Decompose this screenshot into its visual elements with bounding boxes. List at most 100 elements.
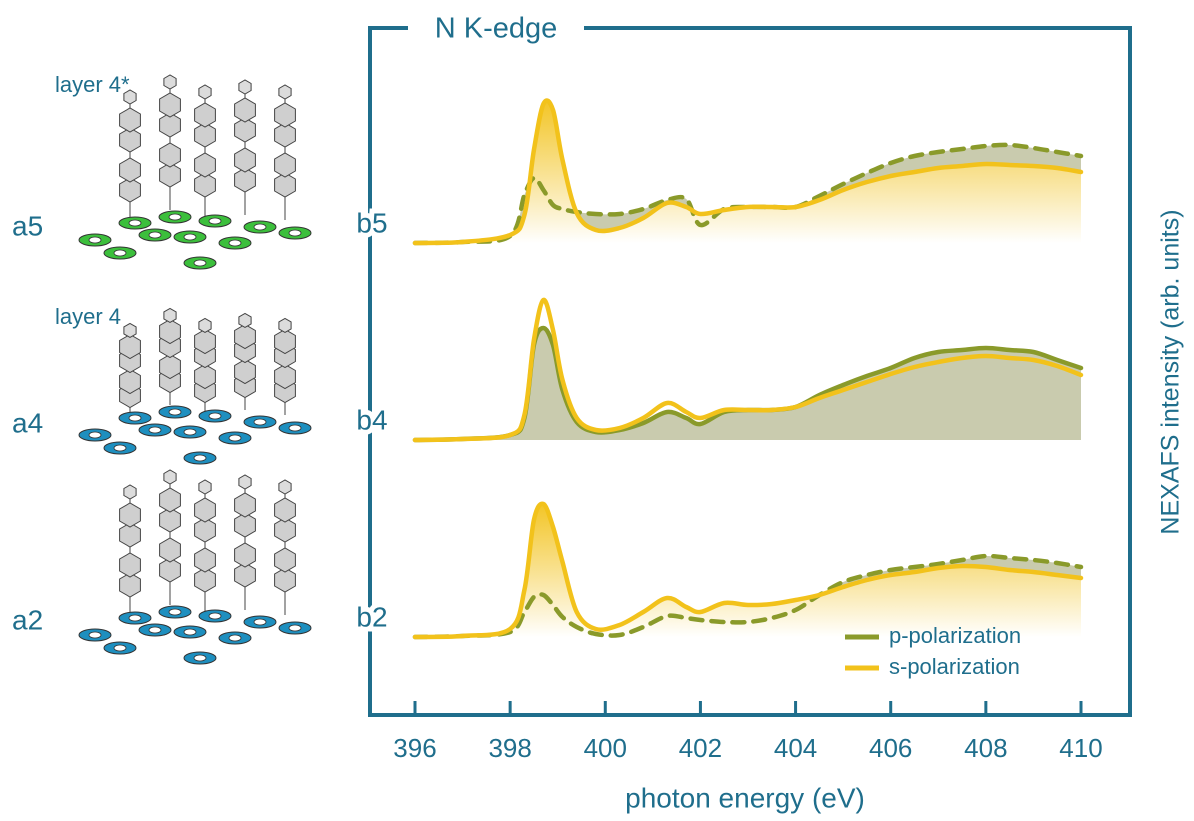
illustration-ring xyxy=(159,507,181,533)
illustration-ring xyxy=(234,97,256,123)
illustration-molecule xyxy=(183,428,197,436)
illustration-molecule xyxy=(228,239,242,247)
illustration-molecule xyxy=(183,628,197,636)
illustration-ring xyxy=(194,122,216,148)
area xyxy=(415,100,1081,243)
illustration-molecule xyxy=(113,644,127,652)
illustration-ring xyxy=(194,517,216,543)
illustration-ring xyxy=(163,74,177,90)
illustration-ring xyxy=(238,79,252,95)
illustration-ring xyxy=(234,512,256,538)
illustration-molecule xyxy=(288,624,302,632)
illustration-molecule xyxy=(193,654,207,662)
y-axis-label: NEXAFS intensity (arb. units) xyxy=(1157,209,1185,534)
illustration-ring xyxy=(234,167,256,193)
illustration-molecule xyxy=(113,444,127,452)
illustration-ring xyxy=(278,317,292,333)
chart-title: N K-edge xyxy=(435,13,558,45)
illustration-ring xyxy=(119,157,141,183)
illustration-molecule xyxy=(128,414,142,422)
illustration-molecule xyxy=(148,231,162,239)
illustration-molecule xyxy=(88,631,102,639)
panel-label: a2 xyxy=(12,604,43,635)
illustration-ring xyxy=(119,522,141,548)
illustration-molecule xyxy=(168,213,182,221)
illustration-ring xyxy=(198,84,212,100)
line xyxy=(412,553,1084,640)
illustration-ring xyxy=(159,162,181,188)
illustration-ring xyxy=(159,142,181,168)
illustration-molecule xyxy=(228,434,242,442)
illustration-molecule xyxy=(128,219,142,227)
illustration-ring xyxy=(119,333,141,360)
illustration-molecule xyxy=(288,424,302,432)
illustration-ring xyxy=(238,312,252,328)
illustration-ring xyxy=(234,323,256,350)
illustration-molecule xyxy=(288,229,302,237)
illustration-ring xyxy=(119,502,141,528)
x-tick-label: 398 xyxy=(488,733,531,763)
illustration-molecule xyxy=(148,426,162,434)
illustration-ring xyxy=(119,107,141,133)
illustration-ring xyxy=(123,89,137,105)
illustration-ring xyxy=(159,353,181,380)
x-tick-label: 402 xyxy=(679,733,722,763)
illustration-molecule xyxy=(148,626,162,634)
caption: layer 4* xyxy=(55,72,130,97)
area xyxy=(415,503,1081,637)
line xyxy=(412,501,1084,640)
illustration-ring xyxy=(159,537,181,563)
x-axis-label: photon energy (eV) xyxy=(625,782,865,813)
legend-label: s-polarization xyxy=(889,654,1020,679)
illustration-ring xyxy=(194,567,216,593)
illustration-ring xyxy=(234,542,256,568)
illustration-ring xyxy=(278,479,292,495)
x-tick-label: 408 xyxy=(964,733,1007,763)
illustration-molecule xyxy=(193,259,207,267)
illustration-ring xyxy=(119,552,141,578)
illustration-molecule xyxy=(88,431,102,439)
frame xyxy=(368,26,1132,717)
panel-label: a5 xyxy=(12,210,43,241)
illustration-ring xyxy=(194,497,216,523)
illustration-ring xyxy=(159,318,181,345)
panel-label: b4 xyxy=(356,404,387,435)
x-tick-label: 406 xyxy=(869,733,912,763)
illustration-ring xyxy=(194,363,216,390)
legend-label: p-polarization xyxy=(889,623,1021,648)
illustration-ring xyxy=(274,102,296,128)
illustration-molecule xyxy=(228,634,242,642)
illustration-molecule xyxy=(168,608,182,616)
illustration-molecule xyxy=(253,418,267,426)
illustration-ring xyxy=(194,172,216,198)
illustration-ring xyxy=(159,557,181,583)
x-tick-label: 396 xyxy=(393,733,436,763)
illustration-ring xyxy=(119,127,141,153)
area xyxy=(415,328,1081,440)
illustration-ring xyxy=(234,562,256,588)
x-tick-label: 400 xyxy=(584,733,627,763)
illustration-ring xyxy=(278,84,292,100)
illustration-molecule xyxy=(208,412,222,420)
panel-label: b5 xyxy=(356,207,387,238)
illustration-ring xyxy=(234,358,256,385)
caption: layer 4 xyxy=(55,304,121,329)
x-tick-label: 404 xyxy=(774,733,817,763)
illustration-ring xyxy=(234,492,256,518)
illustration-ring xyxy=(123,322,137,338)
illustration-ring xyxy=(274,567,296,593)
illustration-ring xyxy=(119,368,141,395)
illustration-ring xyxy=(194,547,216,573)
illustration-ring xyxy=(274,328,296,355)
illustration-ring xyxy=(159,112,181,138)
panel-label: b2 xyxy=(356,601,387,632)
illustration-ring xyxy=(234,117,256,143)
illustration-molecule xyxy=(193,454,207,462)
panel-label: a4 xyxy=(12,407,43,438)
illustration-ring xyxy=(274,152,296,178)
line xyxy=(412,98,1084,246)
illustration-ring xyxy=(159,92,181,118)
illustration-molecule xyxy=(183,233,197,241)
x-tick-label: 410 xyxy=(1059,733,1102,763)
illustration-ring xyxy=(119,572,141,598)
